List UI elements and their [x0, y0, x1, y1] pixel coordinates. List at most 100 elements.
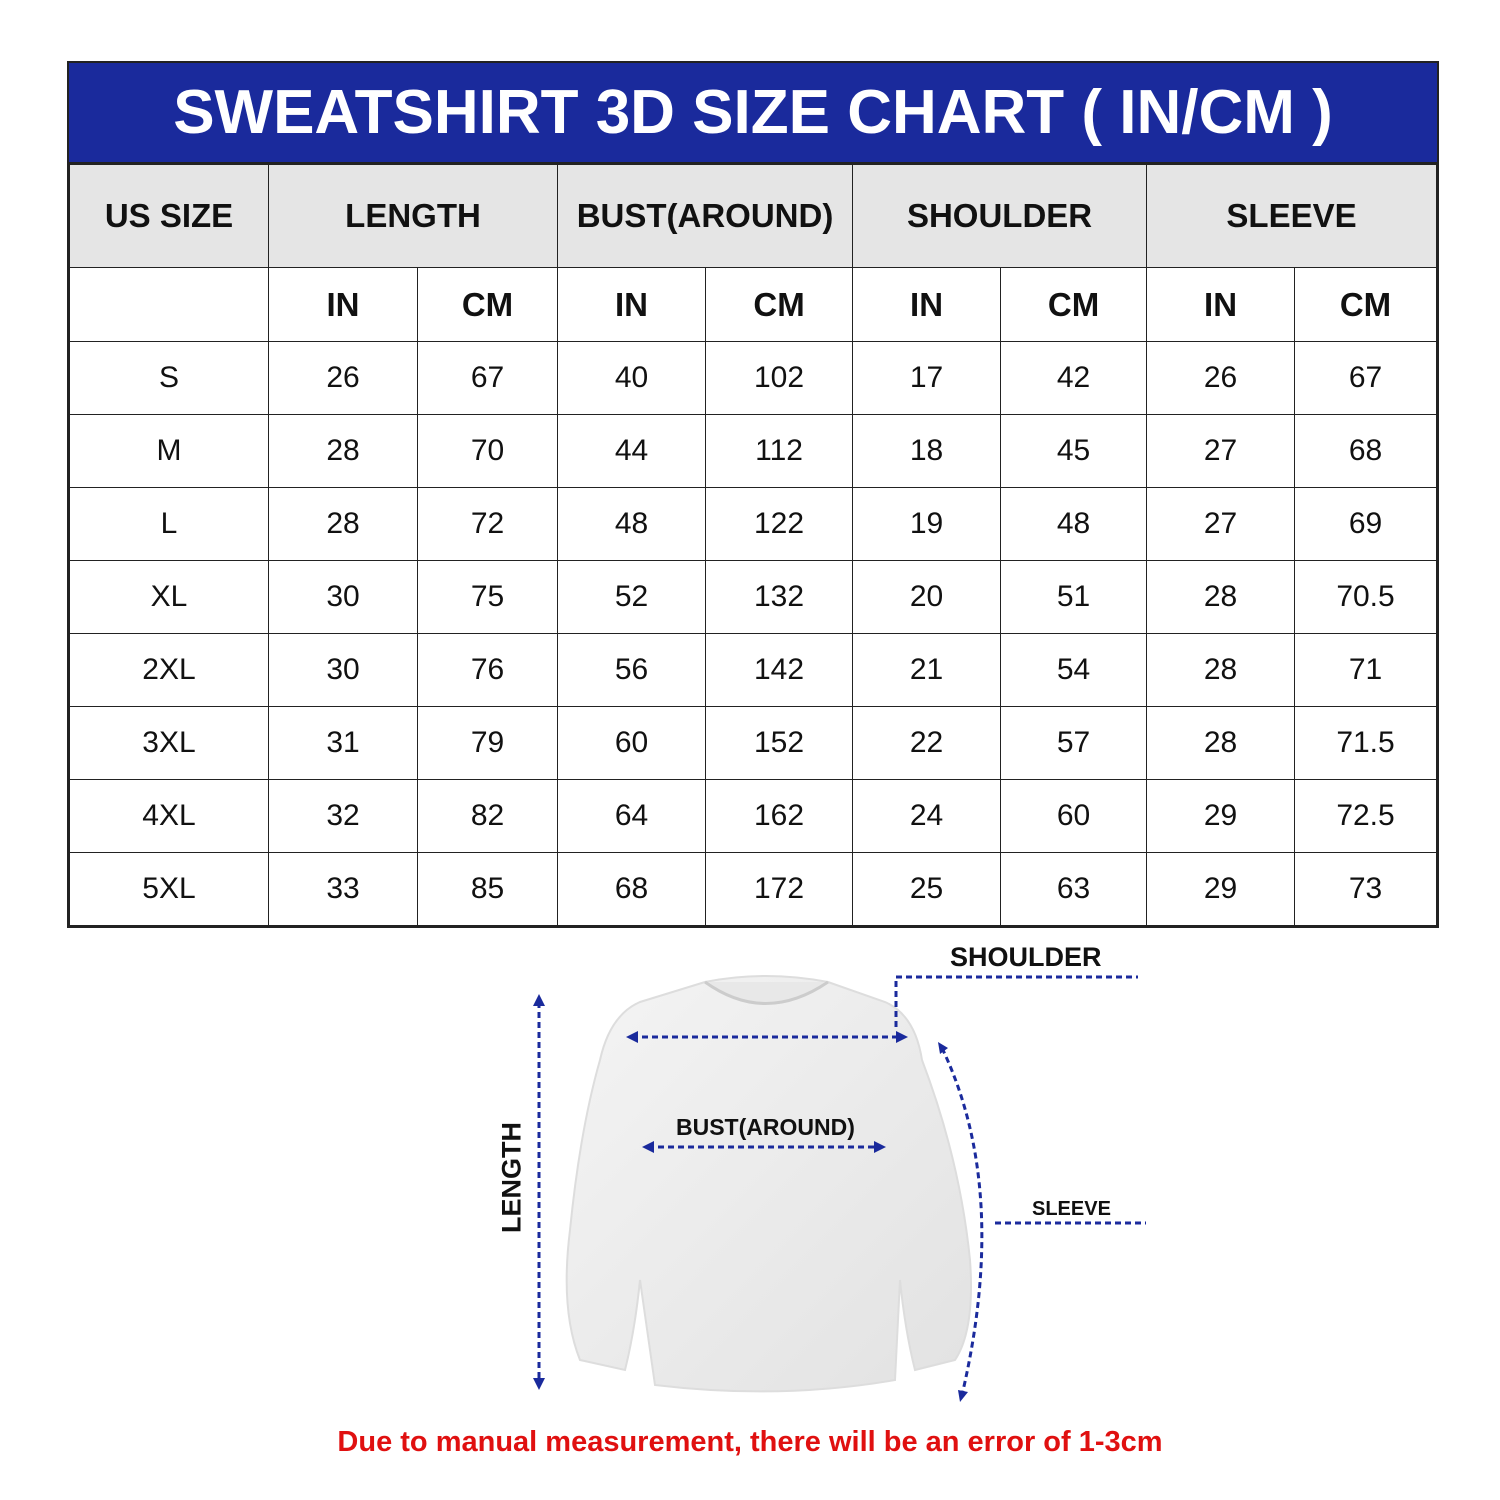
value-cell: 75 [416, 560, 559, 634]
value-cell: 54 [1000, 633, 1148, 707]
value-cell: 33 [268, 852, 418, 926]
sweatshirt-illustration [533, 975, 1146, 1402]
value-cell: 142 [705, 633, 854, 707]
header-row: US SIZE LENGTH BUST(AROUND) SHOULDER SLE… [69, 164, 1437, 268]
header-us-size: US SIZE [69, 164, 269, 268]
value-cell: 70 [416, 414, 559, 488]
measurement-note: Due to manual measurement, there will be… [337, 1426, 1163, 1458]
unit-blank [69, 267, 269, 342]
value-cell: 70.5 [1294, 560, 1437, 634]
value-cell: 45 [1000, 414, 1148, 488]
unit-cm: CM [1294, 267, 1437, 342]
value-cell: 112 [705, 414, 854, 488]
value-cell: 102 [705, 341, 854, 415]
value-cell: 42 [1000, 341, 1148, 415]
value-cell: 18 [852, 414, 1002, 488]
value-cell: 71.5 [1294, 706, 1437, 780]
table-row: 3XL 31 79 60 152 22 57 28 71.5 [69, 706, 1437, 780]
shoulder-leader-line [894, 975, 1138, 1027]
value-cell: 48 [1000, 487, 1148, 561]
header-bust: BUST(AROUND) [557, 164, 854, 268]
value-cell: 56 [557, 633, 707, 707]
value-cell: 73 [1294, 852, 1437, 926]
unit-cm: CM [705, 267, 854, 342]
header-shoulder: SHOULDER [852, 164, 1148, 268]
sweatshirt-icon [565, 975, 972, 1393]
value-cell: 27 [1146, 487, 1296, 561]
value-cell: 152 [705, 706, 854, 780]
measurement-diagram: SHOULDER BUST(AROUND) LENGTH SLEEVE [0, 930, 1500, 1410]
value-cell: 60 [557, 706, 707, 780]
value-cell: 85 [416, 852, 559, 926]
header-length: LENGTH [267, 164, 559, 268]
value-cell: 51 [1000, 560, 1148, 634]
size-cell: S [69, 341, 269, 415]
size-cell: XL [69, 560, 269, 634]
unit-in: IN [268, 267, 418, 342]
table-row: M 28 70 44 112 18 45 27 68 [69, 414, 1437, 488]
table-row: XL 30 75 52 132 20 51 28 70.5 [69, 560, 1437, 634]
value-cell: 28 [1146, 633, 1296, 707]
value-cell: 32 [268, 779, 418, 853]
value-cell: 21 [852, 633, 1002, 707]
value-cell: 19 [852, 487, 1002, 561]
value-cell: 72 [416, 487, 559, 561]
value-cell: 28 [1146, 560, 1296, 634]
value-cell: 63 [1000, 852, 1148, 926]
unit-in: IN [852, 267, 1002, 342]
value-cell: 29 [1146, 779, 1296, 853]
value-cell: 44 [557, 414, 707, 488]
table-row: S 26 67 40 102 17 42 26 67 [69, 341, 1437, 415]
size-cell: 3XL [69, 706, 269, 780]
value-cell: 28 [268, 414, 418, 488]
size-cell: L [69, 487, 269, 561]
value-cell: 30 [268, 633, 418, 707]
value-cell: 25 [852, 852, 1002, 926]
value-cell: 79 [416, 706, 559, 780]
value-cell: 28 [268, 487, 418, 561]
value-cell: 22 [852, 706, 1002, 780]
value-cell: 30 [268, 560, 418, 634]
value-cell: 27 [1146, 414, 1296, 488]
value-cell: 64 [557, 779, 707, 853]
value-cell: 48 [557, 487, 707, 561]
value-cell: 57 [1000, 706, 1148, 780]
value-cell: 69 [1294, 487, 1437, 561]
value-cell: 52 [557, 560, 707, 634]
size-cell: 4XL [69, 779, 269, 853]
bust-label: BUST(AROUND) [676, 1114, 855, 1140]
size-table: US SIZE LENGTH BUST(AROUND) SHOULDER SLE… [69, 164, 1437, 926]
table-row: 5XL 33 85 68 172 25 63 29 73 [69, 852, 1437, 926]
value-cell: 17 [852, 341, 1002, 415]
value-cell: 28 [1146, 706, 1296, 780]
unit-cm: CM [416, 267, 559, 342]
size-cell: 5XL [69, 852, 269, 926]
unit-cm: CM [1000, 267, 1148, 342]
unit-in: IN [1146, 267, 1296, 342]
size-cell: M [69, 414, 269, 488]
value-cell: 82 [416, 779, 559, 853]
value-cell: 67 [416, 341, 559, 415]
sleeve-measure-line [940, 1047, 984, 1396]
value-cell: 67 [1294, 341, 1437, 415]
size-chart: SWEATSHIRT 3D SIZE CHART ( IN/CM ) US SI… [67, 61, 1439, 928]
value-cell: 68 [557, 852, 707, 926]
value-cell: 26 [268, 341, 418, 415]
value-cell: 132 [705, 560, 854, 634]
shoulder-label: SHOULDER [950, 942, 1102, 972]
value-cell: 24 [852, 779, 1002, 853]
value-cell: 68 [1294, 414, 1437, 488]
table-row: 2XL 30 76 56 142 21 54 28 71 [69, 633, 1437, 707]
size-cell: 2XL [69, 633, 269, 707]
unit-in: IN [557, 267, 707, 342]
value-cell: 20 [852, 560, 1002, 634]
value-cell: 71 [1294, 633, 1437, 707]
table-row: 4XL 32 82 64 162 24 60 29 72.5 [69, 779, 1437, 853]
length-label: LENGTH [496, 1122, 527, 1233]
value-cell: 172 [705, 852, 854, 926]
unit-row: IN CM IN CM IN CM IN CM [69, 267, 1437, 342]
value-cell: 26 [1146, 341, 1296, 415]
header-sleeve: SLEEVE [1146, 164, 1437, 268]
value-cell: 76 [416, 633, 559, 707]
value-cell: 122 [705, 487, 854, 561]
